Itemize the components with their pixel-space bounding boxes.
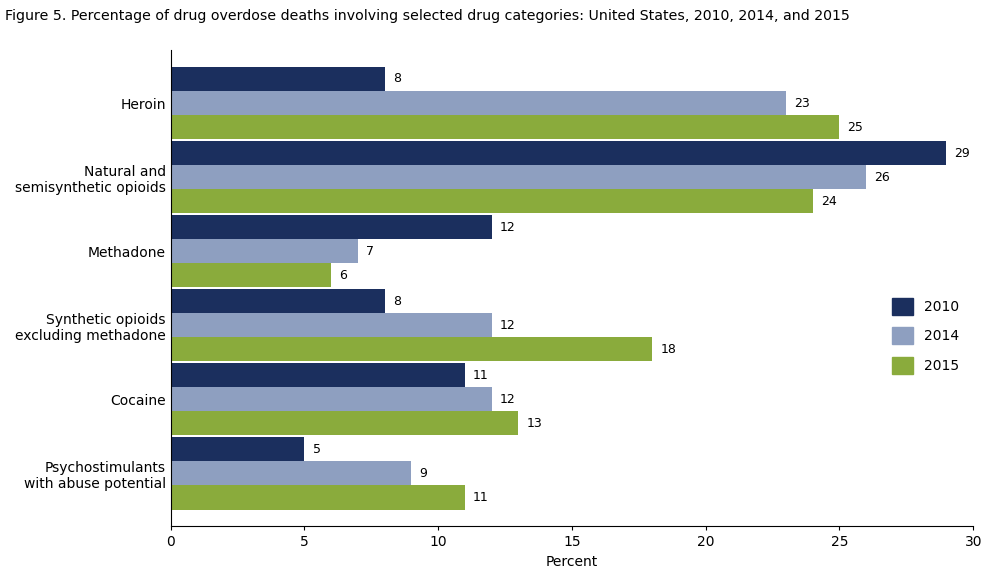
Text: 12: 12 [499, 393, 515, 406]
Bar [170, 189, 813, 213]
Text: 11: 11 [473, 491, 489, 504]
Text: 12: 12 [499, 221, 515, 234]
Text: 8: 8 [393, 72, 401, 85]
Bar [170, 289, 385, 313]
Bar [170, 313, 492, 338]
Text: 25: 25 [847, 120, 863, 134]
Text: 12: 12 [499, 319, 515, 332]
Bar [170, 215, 492, 239]
Text: 13: 13 [526, 417, 542, 430]
Bar [170, 141, 946, 165]
Text: 5: 5 [312, 443, 320, 456]
X-axis label: Percent: Percent [546, 555, 598, 569]
Bar [170, 67, 385, 91]
Text: 24: 24 [821, 194, 836, 208]
Bar [170, 363, 465, 387]
Bar [170, 115, 839, 139]
Text: 23: 23 [794, 96, 810, 110]
Bar [170, 437, 304, 461]
Bar [170, 165, 866, 189]
Text: 7: 7 [366, 245, 374, 258]
Bar [170, 263, 331, 287]
Text: 18: 18 [660, 343, 676, 356]
Bar [170, 485, 465, 510]
Text: 11: 11 [473, 369, 489, 382]
Bar [170, 239, 358, 263]
Bar [170, 461, 412, 485]
Text: 29: 29 [954, 147, 970, 159]
Bar [170, 338, 652, 361]
Legend: 2010, 2014, 2015: 2010, 2014, 2015 [885, 291, 966, 381]
Bar [170, 91, 786, 115]
Bar [170, 387, 492, 411]
Text: 9: 9 [420, 467, 428, 480]
Text: Figure 5. Percentage of drug overdose deaths involving selected drug categories:: Figure 5. Percentage of drug overdose de… [5, 9, 849, 23]
Text: 6: 6 [339, 269, 347, 281]
Bar [170, 411, 518, 436]
Text: 26: 26 [874, 171, 890, 183]
Text: 8: 8 [393, 295, 401, 308]
